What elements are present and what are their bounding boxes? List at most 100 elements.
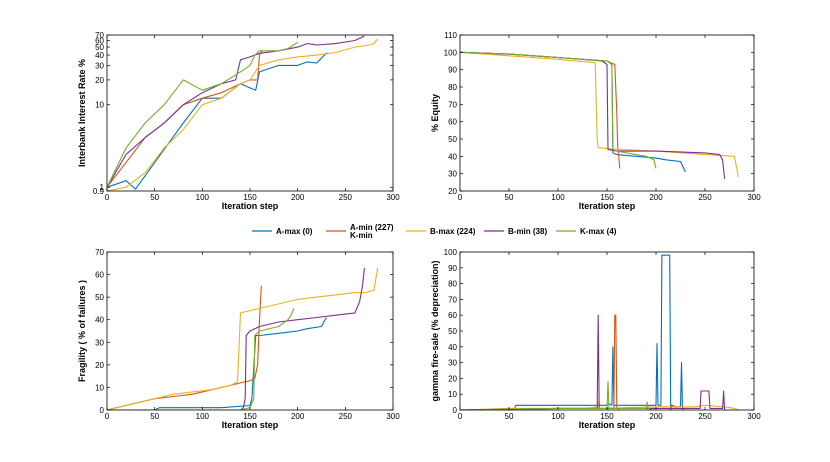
- y-tick-label: 90: [448, 264, 457, 273]
- x-tick-label: 200: [649, 193, 663, 202]
- x-tick-label: 0: [458, 412, 463, 421]
- y-tick-label: 30: [448, 359, 457, 368]
- x-axis-label: Iteration step: [222, 201, 279, 211]
- panel-gamma: 0 50 100 150 200 250 300 0 10 20 30 40 50 60 70 80 90 100…: [430, 248, 761, 430]
- plot-frame: [106, 34, 394, 192]
- series-line-k-max: [107, 41, 298, 188]
- series-line-a-max: [460, 51, 686, 173]
- series-line-a-max: [107, 317, 327, 410]
- x-tick-label: 250: [698, 412, 712, 421]
- y-tick-label: 20: [448, 187, 457, 196]
- panel-equity: 0 50 100 150 200 250 300 20 30 40 50 60 70 80 90 100 110…: [430, 31, 761, 211]
- y-tick-label: 70: [448, 100, 457, 109]
- x-tick-label: 100: [551, 412, 565, 421]
- y-tick-label: 1: [100, 183, 105, 192]
- y-tick-label: 60: [448, 118, 457, 127]
- x-axis-label: Iteration step: [579, 201, 636, 211]
- y-tick-label: 30: [95, 61, 104, 70]
- x-axis-label: Iteration step: [579, 420, 636, 430]
- series-line-a-min: [107, 285, 262, 410]
- x-tick-label: 0: [105, 412, 110, 421]
- series-line-a-min: [460, 314, 620, 410]
- plot-frame: [459, 251, 755, 411]
- x-tick-label: 250: [698, 193, 712, 202]
- legend-label-a-min: A-min (227): [350, 223, 394, 232]
- y-tick-label: 80: [448, 83, 457, 92]
- x-tick-label: 250: [339, 412, 353, 421]
- y-tick-label: 50: [95, 43, 104, 52]
- legend: A-max (0) A-min (227) K-min B-max (224) …: [252, 223, 617, 240]
- series-line-b-min: [460, 51, 726, 179]
- x-tick-label: 150: [600, 412, 614, 421]
- y-tick-label: 50: [448, 135, 457, 144]
- legend-label-k-min: K-min: [350, 231, 373, 240]
- y-axis-label: Interbank Interest Rate %: [77, 59, 87, 167]
- y-tick-label: 40: [95, 51, 104, 60]
- y-tick-label: 40: [448, 152, 457, 161]
- y-axis-label: gamma fire-sale (% depreciation): [430, 260, 440, 401]
- series-line-k-max: [107, 308, 295, 410]
- legend-label-b-max: B-max (224): [430, 227, 476, 236]
- y-axis-label: Fragility ( % of failures ): [77, 280, 87, 382]
- x-tick-label: 250: [339, 193, 353, 202]
- series-line-b-max: [460, 51, 739, 178]
- y-tick-label: 40: [95, 316, 104, 325]
- panel-fragility: 0 50 100 150 200 250 300 0 10 20 30 40 50 60 70 Iterati…: [77, 248, 400, 430]
- series-line-a-max: [460, 254, 686, 410]
- y-tick-label: 60: [448, 311, 457, 320]
- y-tick-label: 10: [448, 390, 457, 399]
- x-tick-label: 200: [291, 412, 305, 421]
- x-tick-label: 50: [505, 412, 514, 421]
- y-axis-label: % Equity: [430, 94, 440, 132]
- y-tick-label: 60: [95, 271, 104, 280]
- y-tick-label: 110: [444, 31, 457, 40]
- plot-frame: [459, 34, 755, 192]
- y-tick-label: 50: [95, 293, 104, 302]
- series-line-b-min: [107, 267, 365, 410]
- y-tick-label: 10: [95, 383, 104, 392]
- series-line-a-max: [107, 52, 329, 190]
- x-axis-label: Iteration step: [222, 420, 279, 430]
- y-tick-label: 90: [448, 66, 457, 75]
- panel-interest-rate: 0 50 100 150 200 250 3000.9110203040506070Iter…: [77, 31, 400, 211]
- x-tick-label: 150: [243, 193, 257, 202]
- y-tick-label: 0: [453, 406, 458, 415]
- x-tick-label: 0: [458, 193, 463, 202]
- x-tick-label: 200: [291, 193, 305, 202]
- series-line-b-max: [107, 267, 379, 410]
- x-tick-label: 0: [105, 193, 110, 202]
- x-tick-label: 200: [649, 412, 663, 421]
- x-tick-label: 50: [150, 412, 159, 421]
- series-line-b-min: [107, 35, 365, 188]
- x-tick-label: 300: [386, 193, 400, 202]
- y-tick-label: 100: [444, 48, 458, 57]
- y-tick-label: 30: [448, 170, 457, 179]
- x-tick-label: 300: [747, 193, 761, 202]
- y-tick-label: 0: [100, 406, 105, 415]
- y-tick-label: 70: [95, 31, 104, 40]
- x-tick-label: 100: [551, 193, 565, 202]
- legend-label-k-max: K-max (4): [580, 227, 617, 236]
- y-tick-label: 50: [448, 327, 457, 336]
- legend-label-a-max: A-max (0): [276, 227, 313, 236]
- y-tick-label: 20: [95, 361, 104, 370]
- y-tick-label: 40: [448, 343, 457, 352]
- y-tick-label: 20: [95, 76, 104, 85]
- y-tick-label: 70: [95, 248, 104, 257]
- y-tick-label: 10: [95, 101, 104, 110]
- y-tick-label: 30: [95, 338, 104, 347]
- y-tick-label: 60: [95, 37, 104, 46]
- x-tick-label: 150: [243, 412, 257, 421]
- series-line-b-max: [107, 38, 379, 191]
- y-tick-label: 70: [448, 295, 457, 304]
- x-tick-label: 50: [150, 193, 159, 202]
- x-tick-label: 300: [747, 412, 761, 421]
- y-tick-label: 20: [448, 374, 457, 383]
- legend-label-b-min: B-min (38): [508, 227, 547, 236]
- series-line-b-min: [460, 314, 726, 410]
- x-tick-label: 300: [386, 412, 400, 421]
- x-tick-label: 100: [196, 193, 210, 202]
- x-tick-label: 150: [600, 193, 614, 202]
- series-line-k-max: [460, 381, 653, 410]
